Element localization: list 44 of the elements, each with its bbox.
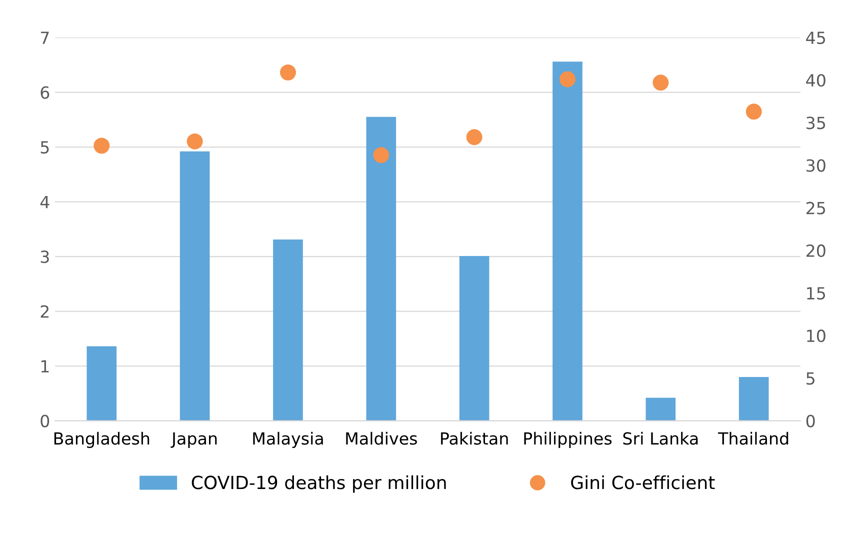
point (94, 138, 110, 154)
y2-tick-label: 20 (806, 244, 826, 257)
x-tick-label: Japan (170, 432, 217, 448)
bar (552, 62, 582, 421)
x-tick-label: Bangladesh (54, 432, 150, 448)
y2-tick-label: 45 (806, 32, 826, 44)
x-tick-label: Maldives (346, 432, 417, 445)
x-tick-label: Sri Lanka (623, 432, 698, 445)
x-tick-label: Thailand (718, 432, 788, 445)
bar (86, 346, 117, 421)
x-tick-label: Pakistan (441, 432, 508, 445)
y2-tick-label: 40 (806, 74, 826, 87)
y-tick-label: 7 (40, 32, 49, 44)
y-tick-label: 4 (40, 196, 50, 208)
bar (738, 376, 769, 421)
y-tick-label: 1 (41, 360, 49, 372)
y-tick-label: 2 (40, 305, 49, 318)
legend-label: COVID-19 deaths per million (192, 475, 446, 493)
bar (646, 398, 676, 421)
point (746, 104, 762, 120)
x-tick-label: Malaysia (253, 432, 323, 448)
y2-tick-label: 15 (807, 287, 826, 300)
y2-tick-label: 30 (806, 159, 826, 172)
bar (459, 256, 490, 421)
y2-tick-label: 5 (806, 372, 814, 385)
bar (273, 240, 303, 421)
point (560, 71, 576, 88)
y-tick-label: 0 (40, 414, 50, 428)
legend-label: Gini Co-efficient (571, 475, 715, 490)
point (466, 129, 482, 146)
point (280, 64, 296, 80)
y2-tick-label: 0 (806, 414, 815, 428)
point (186, 133, 203, 150)
y2-tick-label: 35 (806, 116, 826, 130)
x-tick-label: Philippines (524, 432, 612, 448)
bar (366, 116, 396, 421)
y-tick-label: 3 (40, 250, 49, 264)
point (373, 147, 390, 164)
point (652, 74, 669, 91)
y2-tick-label: 25 (806, 202, 826, 214)
y2-tick-label: 10 (807, 330, 826, 342)
y-tick-label: 5 (40, 141, 49, 154)
bar (180, 151, 210, 421)
y-tick-label: 6 (40, 86, 50, 99)
